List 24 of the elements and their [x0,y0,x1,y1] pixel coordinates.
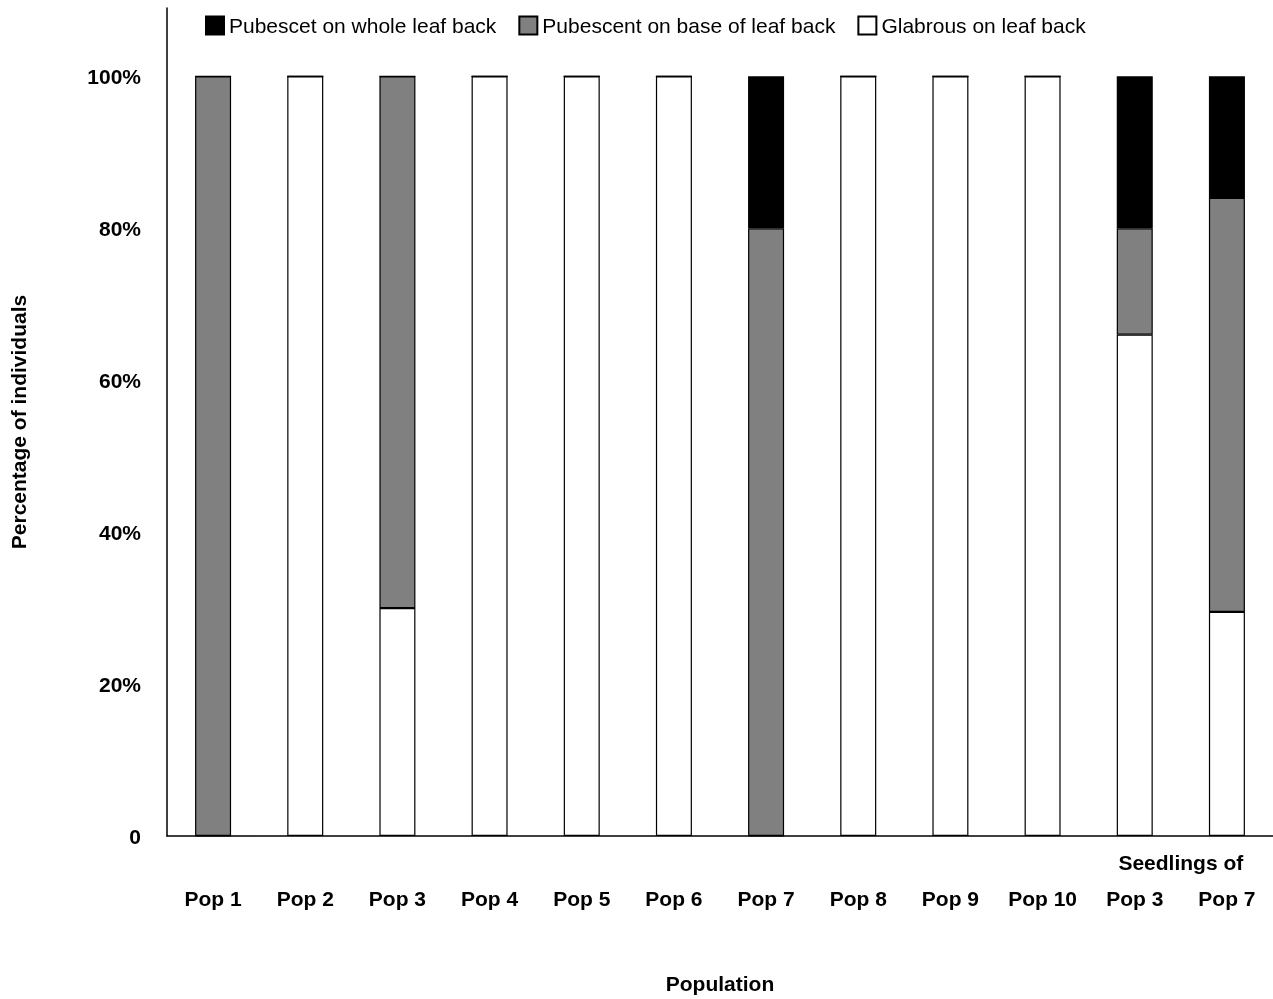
x-tick-label: Pop 9 [921,887,980,910]
text: Seedlings of [1118,850,1245,874]
y-tick-label: 20% [98,672,142,696]
x-tick-label: Pop 3 [1106,887,1164,910]
x-tick-label: Pop 10 [1008,887,1078,910]
y-axis-title: Percentage of individuals [7,294,30,550]
x-tick-label: Pop 5 [553,887,611,910]
x-tick-label: Pop 7 [1198,887,1256,910]
x-tick-label: Pop 3 [368,887,427,910]
x-tick-label: Pop 1 [184,887,242,910]
legend-label: Pubescet on whole leaf back [229,14,497,37]
x-axis-title: Population [665,972,775,995]
y-tick-label: 40% [98,520,142,544]
x-tick-label: Pop 8 [829,887,888,910]
y-tick-label: 80% [98,216,142,240]
x-tick-label: Pop 7 [737,887,795,910]
y-tick-label: 60% [98,368,142,392]
y-tick-label: 100% [87,64,142,88]
x-tick-label: Pop 4 [460,887,519,910]
x-tick-label: Pop 6 [645,887,703,910]
y-tick-label: 0 [129,824,141,848]
legend-label: Glabrous on leaf back [881,14,1087,37]
legend-label: Pubescent on base of leaf back [542,14,836,37]
x-tick-label: Pop 2 [276,887,334,910]
